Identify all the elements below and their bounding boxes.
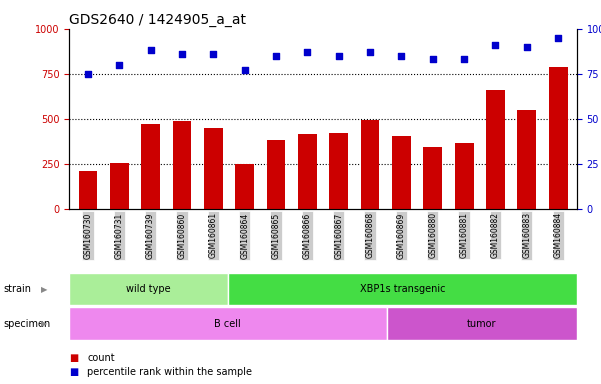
Point <box>490 42 500 48</box>
Bar <box>298 134 317 209</box>
Text: GSM160881: GSM160881 <box>460 212 469 258</box>
Bar <box>386 307 577 340</box>
Text: ▶: ▶ <box>41 319 47 328</box>
Text: GSM160866: GSM160866 <box>303 212 312 258</box>
Text: GSM160884: GSM160884 <box>554 212 563 258</box>
Text: GSM160730: GSM160730 <box>84 212 93 259</box>
Text: ■: ■ <box>69 367 78 377</box>
Text: count: count <box>87 353 115 363</box>
Bar <box>141 124 160 209</box>
Bar <box>69 273 228 305</box>
Bar <box>392 136 411 209</box>
Bar <box>423 147 442 209</box>
Bar <box>486 90 505 209</box>
Text: GSM160868: GSM160868 <box>365 212 374 258</box>
Point <box>459 56 469 63</box>
Bar <box>110 163 129 209</box>
Text: XBP1s transgenic: XBP1s transgenic <box>359 284 445 294</box>
Bar <box>228 273 577 305</box>
Point <box>240 67 249 73</box>
Text: GSM160861: GSM160861 <box>209 212 218 258</box>
Text: B cell: B cell <box>215 318 241 329</box>
Bar <box>517 110 536 209</box>
Bar <box>172 121 191 209</box>
Text: percentile rank within the sample: percentile rank within the sample <box>87 367 252 377</box>
Bar <box>69 307 386 340</box>
Point <box>114 62 124 68</box>
Point <box>397 53 406 59</box>
Text: ▶: ▶ <box>41 285 47 294</box>
Text: tumor: tumor <box>467 318 496 329</box>
Text: wild type: wild type <box>126 284 171 294</box>
Point <box>522 44 532 50</box>
Point <box>177 51 187 57</box>
Point <box>271 53 281 59</box>
Bar <box>204 128 223 209</box>
Text: GSM160883: GSM160883 <box>522 212 531 258</box>
Text: GSM160864: GSM160864 <box>240 212 249 258</box>
Bar <box>235 164 254 209</box>
Text: GSM160739: GSM160739 <box>146 212 155 259</box>
Text: GSM160867: GSM160867 <box>334 212 343 258</box>
Text: strain: strain <box>3 284 31 294</box>
Bar <box>79 171 97 209</box>
Text: GDS2640 / 1424905_a_at: GDS2640 / 1424905_a_at <box>69 13 246 27</box>
Text: GSM160731: GSM160731 <box>115 212 124 258</box>
Point <box>209 51 218 57</box>
Bar <box>361 120 379 209</box>
Bar <box>549 67 567 209</box>
Point <box>428 56 438 63</box>
Text: GSM160882: GSM160882 <box>491 212 500 258</box>
Bar <box>455 142 474 209</box>
Point <box>334 53 344 59</box>
Text: GSM160880: GSM160880 <box>429 212 438 258</box>
Point <box>554 35 563 41</box>
Bar <box>329 134 348 209</box>
Point <box>365 49 375 55</box>
Text: GSM160865: GSM160865 <box>272 212 281 258</box>
Point <box>146 47 156 53</box>
Point <box>83 71 93 77</box>
Text: specimen: specimen <box>3 319 50 329</box>
Point <box>302 49 312 55</box>
Text: GSM160869: GSM160869 <box>397 212 406 258</box>
Text: ■: ■ <box>69 353 78 363</box>
Bar <box>267 140 285 209</box>
Text: GSM160860: GSM160860 <box>177 212 186 258</box>
